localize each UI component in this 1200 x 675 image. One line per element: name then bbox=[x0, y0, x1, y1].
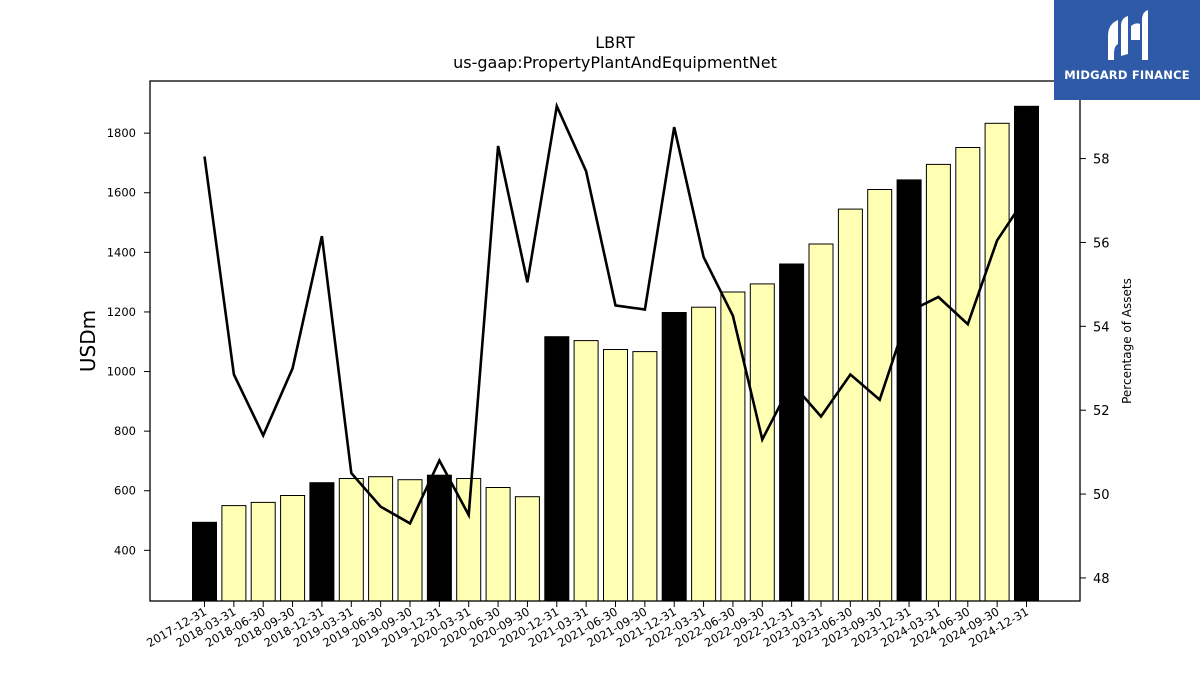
midgard-m-logo-icon bbox=[1108, 10, 1148, 60]
bar-2017-12-31 bbox=[192, 521, 217, 602]
bars-group bbox=[192, 105, 1039, 602]
y2-tick-label: 52 bbox=[1093, 404, 1110, 419]
bar-2023-09-30 bbox=[867, 189, 893, 602]
midgard-finance-logo: MIDGARD FINANCE bbox=[1054, 0, 1200, 100]
bar-2019-09-30 bbox=[397, 479, 423, 602]
y2-tick-label: 54 bbox=[1093, 320, 1110, 335]
right-axis: 48 50 52 54 56 58 bbox=[1080, 153, 1110, 587]
left-axis: 400 600 800 1000 1200 1400 1600 1800 bbox=[107, 126, 150, 557]
y-axis-label: USDm bbox=[76, 310, 100, 372]
bar-2023-12-31 bbox=[896, 179, 922, 602]
bar-2022-06-30 bbox=[720, 291, 746, 602]
bar-2024-12-31 bbox=[1014, 105, 1039, 602]
bar-2019-03-31 bbox=[338, 478, 364, 602]
logo-text: MIDGARD FINANCE bbox=[1064, 68, 1190, 82]
bar-2022-03-31 bbox=[691, 306, 717, 602]
y2-axis-label: Percentage of Assets bbox=[1120, 278, 1134, 404]
y2-tick-label: 58 bbox=[1093, 153, 1110, 168]
bar-2022-12-31 bbox=[779, 263, 805, 602]
y2-tick-label: 50 bbox=[1093, 488, 1110, 503]
chart-title: LBRT bbox=[595, 33, 635, 52]
bar-2021-09-30 bbox=[632, 351, 658, 602]
bar-2019-12-31 bbox=[426, 474, 452, 602]
bar-2020-06-30 bbox=[485, 487, 511, 602]
y-tick-label: 1000 bbox=[107, 365, 136, 379]
y2-tick-label: 56 bbox=[1093, 236, 1110, 251]
bar-2022-09-30 bbox=[749, 283, 775, 602]
y-tick-label: 600 bbox=[114, 484, 136, 498]
y-tick-label: 1200 bbox=[107, 305, 136, 319]
bar-2023-03-31 bbox=[808, 243, 834, 602]
bar-2020-09-30 bbox=[514, 496, 540, 602]
bar-2023-06-30 bbox=[837, 208, 863, 602]
bar-2018-12-31 bbox=[309, 482, 335, 602]
y2-tick-label: 48 bbox=[1093, 572, 1110, 587]
bar-2021-12-31 bbox=[661, 312, 687, 602]
bar-2024-03-31 bbox=[925, 163, 951, 602]
y-tick-label: 800 bbox=[114, 424, 136, 438]
bar-2024-06-30 bbox=[955, 147, 981, 602]
y-tick-label: 1400 bbox=[107, 245, 136, 259]
bar-2021-03-31 bbox=[573, 340, 599, 602]
bar-2018-03-31 bbox=[221, 505, 247, 602]
bar-2024-09-30 bbox=[984, 122, 1010, 602]
bar-2018-09-30 bbox=[280, 495, 306, 602]
x-axis: 2017-12-312018-03-312018-06-302018-09-30… bbox=[144, 601, 1031, 650]
bar-2021-06-30 bbox=[603, 349, 628, 602]
bar-2020-12-31 bbox=[544, 336, 570, 602]
y-tick-label: 1800 bbox=[107, 126, 136, 140]
bar-2018-06-30 bbox=[250, 501, 276, 602]
percentage-line bbox=[203, 101, 1028, 526]
y-tick-label: 1600 bbox=[107, 186, 136, 200]
chart-subtitle: us-gaap:PropertyPlantAndEquipmentNet bbox=[453, 53, 777, 72]
y-tick-label: 400 bbox=[114, 543, 136, 557]
